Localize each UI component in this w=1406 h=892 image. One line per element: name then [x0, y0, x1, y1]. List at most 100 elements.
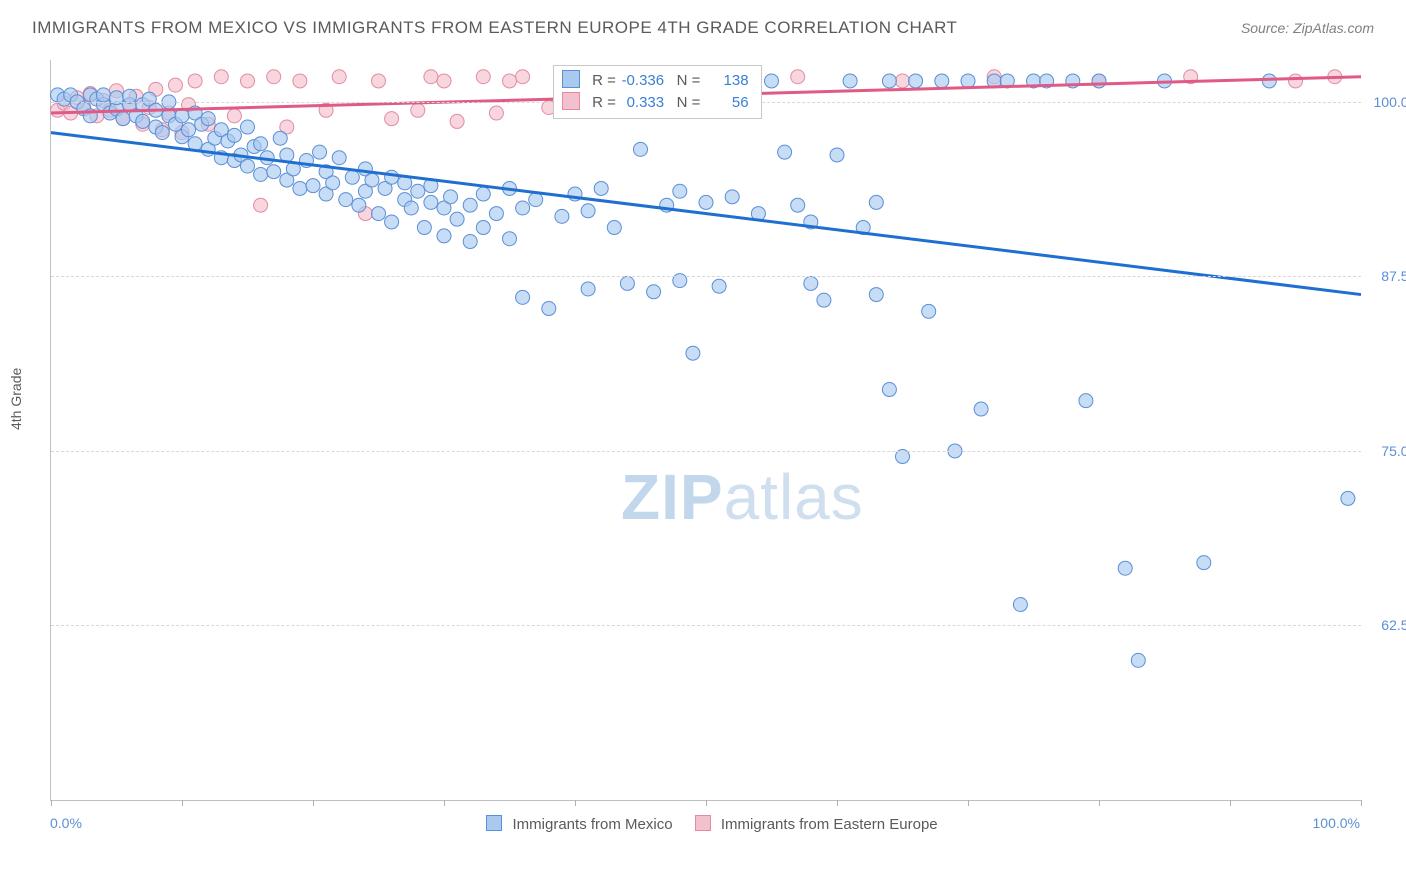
scatter-point-mexico [634, 142, 648, 156]
legend-swatch-eastern-europe [695, 815, 711, 831]
scatter-point-mexico [594, 181, 608, 195]
scatter-point-eastern_europe [489, 106, 503, 120]
x-tick [706, 800, 707, 806]
gridline [51, 276, 1361, 277]
scatter-point-mexico [542, 302, 556, 316]
scatter-point-eastern_europe [791, 70, 805, 84]
chart-title: IMMIGRANTS FROM MEXICO VS IMMIGRANTS FRO… [32, 18, 957, 38]
y-tick-label: 100.0% [1369, 94, 1406, 110]
scatter-point-eastern_europe [293, 74, 307, 88]
scatter-point-mexico [450, 212, 464, 226]
scatter-point-mexico [116, 112, 130, 126]
scatter-point-mexico [136, 114, 150, 128]
scatter-point-mexico [843, 74, 857, 88]
scatter-point-mexico [489, 207, 503, 221]
gridline [51, 451, 1361, 452]
scatter-point-mexico [581, 204, 595, 218]
scatter-point-mexico [352, 198, 366, 212]
scatter-point-mexico [1131, 653, 1145, 667]
scatter-point-mexico [935, 74, 949, 88]
scatter-point-mexico [254, 137, 268, 151]
scatter-point-mexico [673, 184, 687, 198]
scatter-point-mexico [385, 215, 399, 229]
scatter-point-mexico [516, 201, 530, 215]
scatter-point-mexico [241, 159, 255, 173]
scatter-point-mexico [909, 74, 923, 88]
scatter-point-eastern_europe [214, 70, 228, 84]
scatter-point-mexico [516, 290, 530, 304]
y-tick-label: 62.5% [1369, 617, 1406, 633]
scatter-point-mexico [791, 198, 805, 212]
y-axis-title: 4th Grade [8, 368, 24, 430]
scatter-point-mexico [385, 170, 399, 184]
scatter-point-mexico [555, 209, 569, 223]
scatter-point-mexico [804, 276, 818, 290]
stats-swatch-mexico [562, 70, 580, 88]
scatter-point-mexico [869, 195, 883, 209]
scatter-point-eastern_europe [227, 109, 241, 123]
scatter-point-mexico [882, 383, 896, 397]
gridline [51, 625, 1361, 626]
scatter-point-mexico [411, 184, 425, 198]
scatter-point-mexico [155, 126, 169, 140]
scatter-point-mexico [1013, 598, 1027, 612]
scatter-point-mexico [345, 170, 359, 184]
stats-swatch-eastern-europe [562, 92, 580, 110]
scatter-point-mexico [417, 221, 431, 235]
scatter-point-eastern_europe [516, 70, 530, 84]
scatter-point-mexico [372, 207, 386, 221]
source-label: Source: ZipAtlas.com [1241, 20, 1374, 36]
stats-r-label: R = [592, 94, 620, 111]
scatter-point-mexico [686, 346, 700, 360]
legend-bottom: Immigrants from Mexico Immigrants from E… [0, 815, 1406, 833]
x-tick [444, 800, 445, 806]
scatter-point-mexico [267, 165, 281, 179]
stats-box: R = -0.336 N = 138 R = 0.333 N = 56 [553, 65, 762, 119]
stats-r-mexico: -0.336 [620, 70, 664, 92]
scatter-point-eastern_europe [385, 112, 399, 126]
scatter-point-mexico [476, 187, 490, 201]
scatter-point-mexico [778, 145, 792, 159]
scatter-point-mexico [607, 221, 621, 235]
legend-swatch-mexico [486, 815, 502, 831]
x-tick [575, 800, 576, 806]
scatter-point-mexico [1262, 74, 1276, 88]
legend-label-eastern-europe: Immigrants from Eastern Europe [721, 816, 938, 833]
x-tick [1099, 800, 1100, 806]
scatter-point-mexico [424, 195, 438, 209]
scatter-point-mexico [765, 74, 779, 88]
scatter-point-mexico [817, 293, 831, 307]
scatter-point-eastern_europe [168, 78, 182, 92]
chart-svg [51, 60, 1361, 800]
scatter-point-mexico [529, 193, 543, 207]
y-tick-label: 75.0% [1369, 443, 1406, 459]
scatter-point-mexico [974, 402, 988, 416]
scatter-point-eastern_europe [372, 74, 386, 88]
x-tick [837, 800, 838, 806]
scatter-point-mexico [326, 176, 340, 190]
scatter-point-eastern_europe [241, 74, 255, 88]
scatter-point-mexico [273, 131, 287, 145]
stats-r-eastern-europe: 0.333 [620, 92, 664, 114]
scatter-point-mexico [365, 173, 379, 187]
scatter-point-mexico [712, 279, 726, 293]
scatter-point-mexico [227, 128, 241, 142]
scatter-point-mexico [830, 148, 844, 162]
scatter-point-mexico [699, 195, 713, 209]
scatter-point-mexico [313, 145, 327, 159]
scatter-point-mexico [1197, 556, 1211, 570]
stats-n-mexico: 138 [705, 70, 749, 92]
scatter-point-mexico [1079, 394, 1093, 408]
scatter-point-mexico [922, 304, 936, 318]
scatter-point-eastern_europe [437, 74, 451, 88]
scatter-point-eastern_europe [896, 74, 910, 88]
scatter-point-eastern_europe [332, 70, 346, 84]
scatter-point-mexico [444, 190, 458, 204]
trend-line-mexico [51, 133, 1361, 295]
scatter-point-mexico [581, 282, 595, 296]
x-tick [1230, 800, 1231, 806]
scatter-point-mexico [293, 181, 307, 195]
stats-r-label: R = [592, 72, 620, 89]
scatter-point-mexico [869, 288, 883, 302]
x-tick [182, 800, 183, 806]
